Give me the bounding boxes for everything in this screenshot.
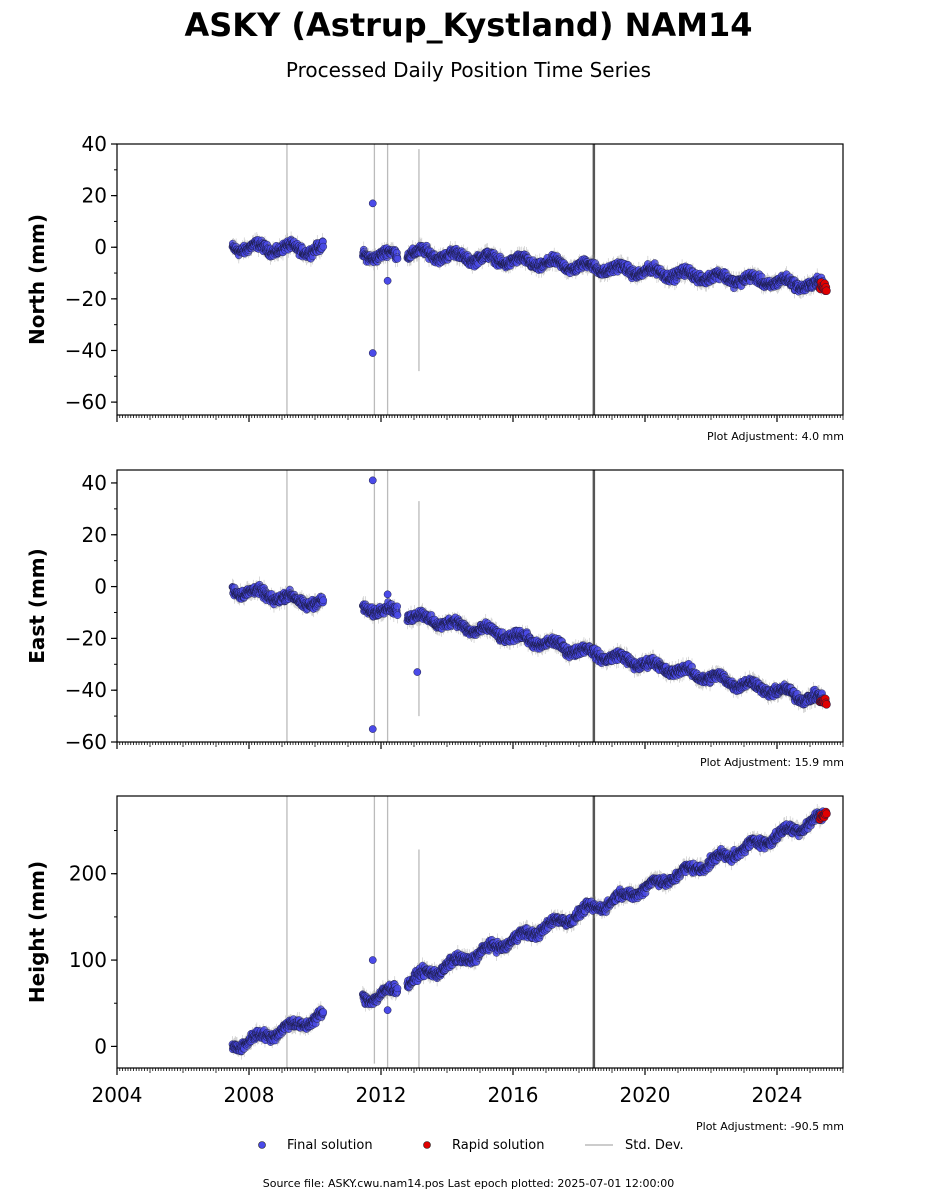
north-ylabel: North (mm) <box>25 214 49 345</box>
north-final-point <box>393 254 402 263</box>
north-rapid-point <box>822 286 831 296</box>
north-ytick-label: 40 <box>82 132 107 156</box>
north-ytick-label: 0 <box>94 235 107 259</box>
north-outlier-point <box>368 199 377 208</box>
north-ytick-label: −20 <box>65 287 107 311</box>
north-outlier-point <box>383 276 392 285</box>
chart-title: ASKY (Astrup_Kystland) NAM14 <box>184 6 753 44</box>
north-ytick-label: −60 <box>65 390 107 414</box>
north-final-point <box>319 242 328 251</box>
east-final-point <box>393 602 402 611</box>
north-ytick-label: 20 <box>82 184 107 208</box>
east-final-point <box>393 611 402 620</box>
north-outlier-point <box>368 349 377 357</box>
east-final-point <box>319 596 328 605</box>
chart-subtitle: Processed Daily Position Time Series <box>285 58 652 82</box>
north-ytick-label: −40 <box>65 338 107 362</box>
